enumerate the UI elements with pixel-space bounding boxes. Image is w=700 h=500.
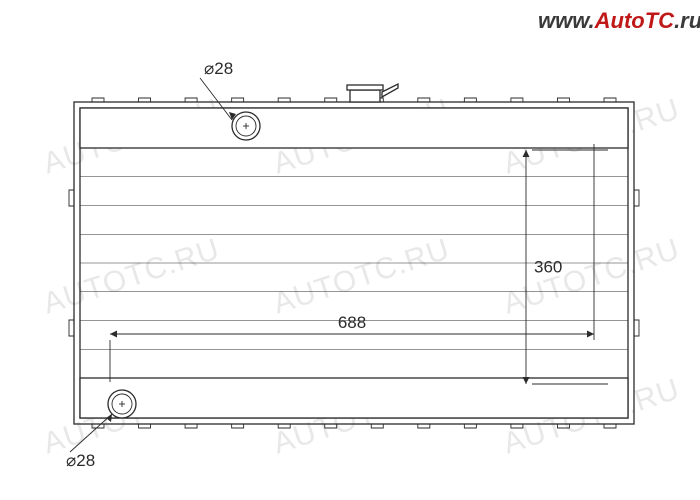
radiator-schematic: 688 360 ⌀28 ⌀28	[0, 0, 700, 500]
svg-text:⌀28: ⌀28	[204, 59, 233, 78]
svg-text:360: 360	[534, 258, 562, 277]
svg-text:688: 688	[338, 313, 366, 332]
site-url: www.AutoTC.ru	[538, 8, 700, 34]
svg-text:⌀28: ⌀28	[66, 451, 95, 470]
